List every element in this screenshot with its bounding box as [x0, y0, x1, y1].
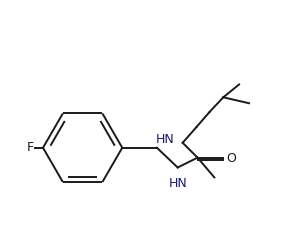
Text: HN: HN [156, 133, 175, 146]
Text: HN: HN [169, 177, 188, 190]
Text: O: O [226, 152, 236, 165]
Text: F: F [27, 141, 34, 154]
